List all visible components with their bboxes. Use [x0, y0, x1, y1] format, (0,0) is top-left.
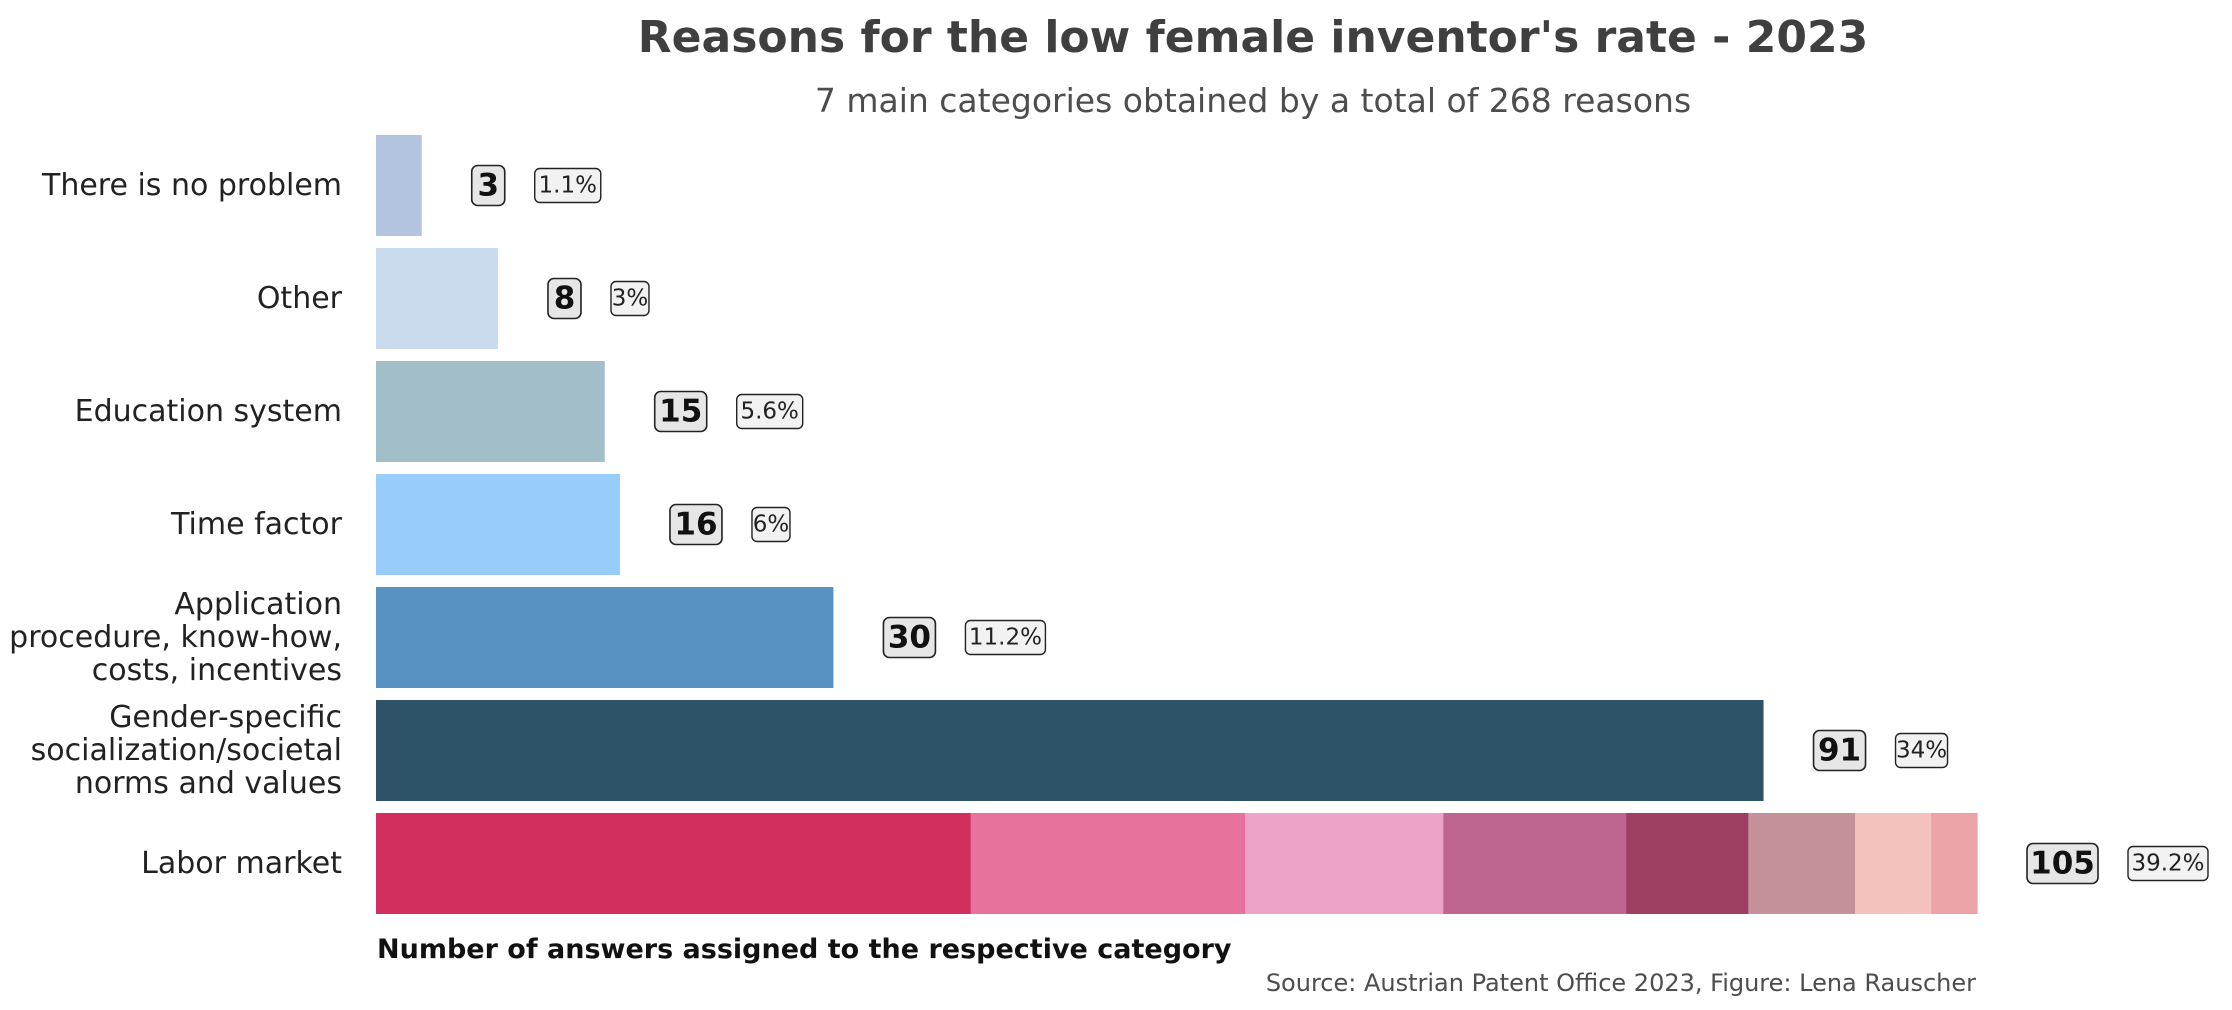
- category-label: Labor market: [141, 846, 342, 881]
- count-label-box: [470, 164, 506, 207]
- bar: [376, 587, 834, 688]
- percent-label: 5.6%: [740, 399, 798, 425]
- percent-label: 34%: [1896, 738, 1947, 764]
- bar-segment-8: [1931, 813, 1978, 914]
- source-note: Source: Austrian Patent Office 2023, Fig…: [1266, 969, 1976, 997]
- count-label-box: [547, 277, 582, 320]
- bar-segment-3: [1245, 813, 1444, 914]
- bar-segment-2: [970, 813, 1246, 914]
- bar: [376, 361, 605, 462]
- bar-segment-1: [376, 813, 972, 914]
- percent-label: 39.2%: [2131, 851, 2204, 877]
- percent-label-box: [964, 619, 1047, 656]
- percent-label: 3%: [612, 286, 649, 312]
- bar-segment-7: [1855, 813, 1932, 914]
- bar: [376, 474, 620, 575]
- bar-segment-4: [1443, 813, 1627, 914]
- count-label-box: [882, 616, 937, 659]
- category-label: Other: [257, 281, 343, 316]
- bar: [376, 248, 498, 349]
- count-label: 15: [659, 394, 702, 430]
- count-label: 30: [888, 620, 931, 656]
- percent-label-box: [736, 393, 804, 430]
- bar-segment-5: [1626, 813, 1749, 914]
- percent-label-box: [534, 167, 602, 204]
- count-label: 105: [2030, 846, 2095, 882]
- count-label: 3: [477, 168, 499, 204]
- chart-subtitle: 7 main categories obtained by a total of…: [815, 81, 1691, 120]
- x-axis-label: Number of answers assigned to the respec…: [377, 934, 1232, 965]
- count-label: 8: [554, 281, 576, 317]
- category-label: Application procedure, know-how, costs, in…: [9, 587, 342, 688]
- category-label: Gender-specific socialization/societal nor…: [31, 700, 342, 801]
- count-label-box: [669, 503, 723, 546]
- percent-label-box: [1894, 732, 1949, 769]
- count-label: 91: [1818, 733, 1861, 769]
- category-label: Education system: [75, 394, 342, 429]
- bar: [376, 700, 1764, 801]
- percent-label-box: [751, 506, 791, 543]
- percent-label: 1.1%: [539, 173, 597, 199]
- percent-label-box: [610, 280, 650, 317]
- percent-label: 11.2%: [969, 625, 1042, 651]
- chart-title: Reasons for the low female inventor's ra…: [638, 12, 1868, 63]
- count-label-box: [1812, 729, 1867, 772]
- count-label-box: [2026, 842, 2099, 885]
- category-label: There is no problem: [41, 168, 342, 203]
- count-label: 16: [674, 507, 717, 543]
- bar-segment-6: [1748, 813, 1856, 914]
- count-label-box: [653, 390, 708, 433]
- category-label: Time factor: [170, 507, 343, 542]
- bars-group: There is no problem 3 1.1% Other 8 3% Educatio…: [9, 135, 2209, 914]
- percent-label-box: [2127, 845, 2209, 882]
- bar: [376, 135, 422, 236]
- percent-label: 6%: [753, 512, 790, 538]
